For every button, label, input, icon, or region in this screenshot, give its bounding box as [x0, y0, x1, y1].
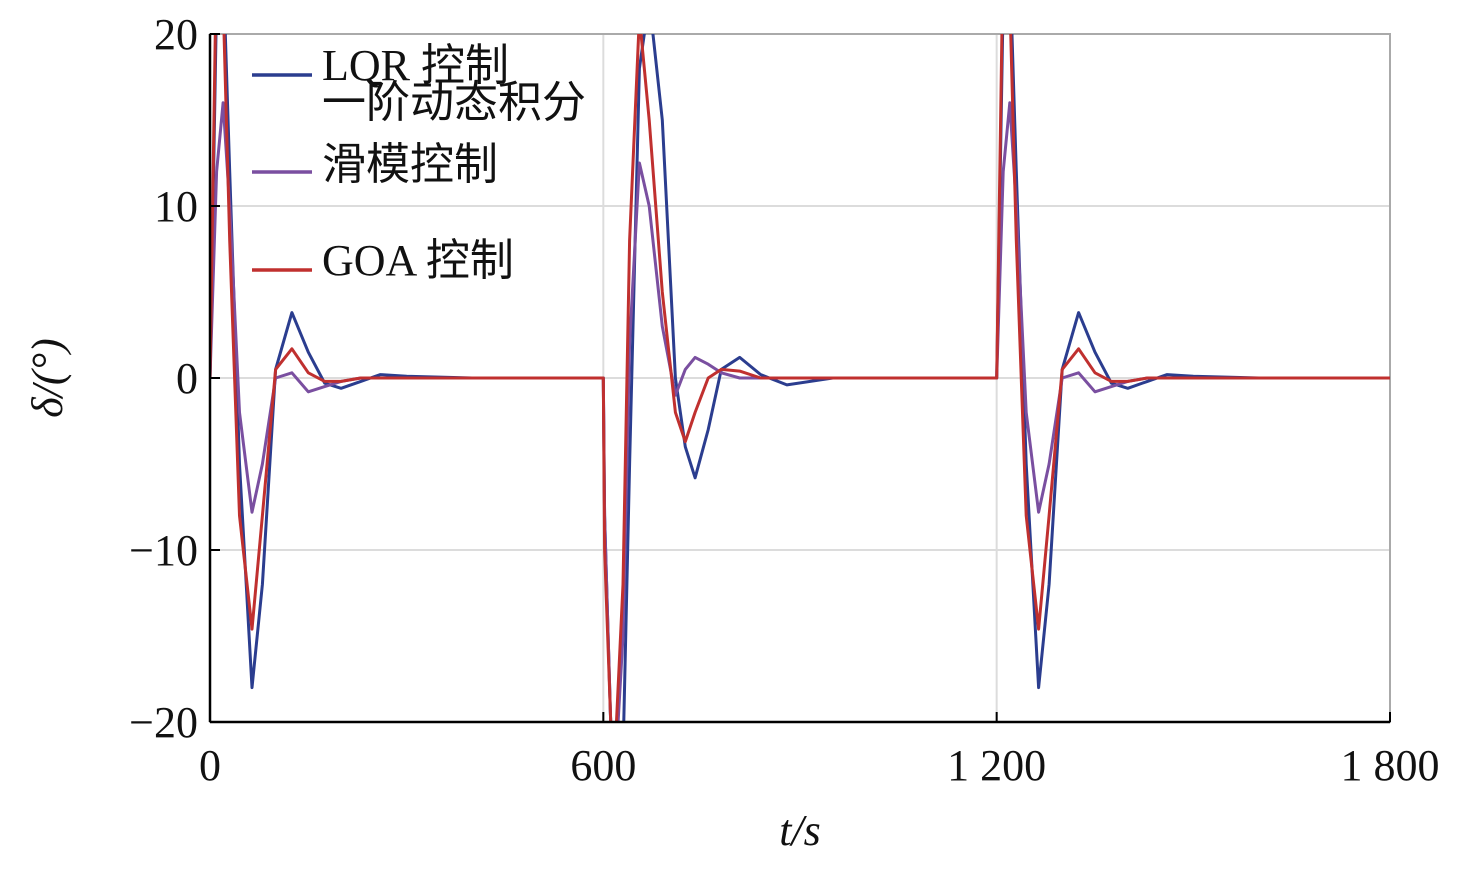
y-tick-label: 10	[154, 182, 198, 231]
y-tick-label: −10	[129, 526, 198, 575]
y-axis-label: δ/(°)	[23, 338, 72, 418]
series-line	[210, 34, 1390, 722]
x-tick-label: 600	[570, 741, 636, 790]
x-tick-label: 0	[199, 741, 221, 790]
legend-label-box: LQR 控制	[322, 41, 509, 90]
legend-label: 一阶动态积分滑模控制	[322, 78, 586, 189]
y-tick-label: −20	[129, 698, 198, 747]
ticks: −20 −10 0 10 20 0 600 1 200 1 800	[129, 10, 1439, 790]
x-axis-label: t/s	[779, 806, 821, 855]
y-tick-label: 20	[154, 10, 198, 59]
x-tick-label: 1 200	[947, 741, 1046, 790]
legend-label-box: GOA 控制	[322, 236, 514, 285]
series-line	[210, 34, 1390, 722]
series-line	[210, 101, 1390, 722]
legend-label-box: 一阶动态积分滑模控制	[322, 78, 586, 189]
legend-label: LQR 控制	[322, 41, 509, 90]
x-tick-label: 1 800	[1341, 741, 1440, 790]
plot-lines	[210, 34, 1390, 722]
legend-label: GOA 控制	[322, 236, 514, 285]
y-tick-label: 0	[176, 354, 198, 403]
